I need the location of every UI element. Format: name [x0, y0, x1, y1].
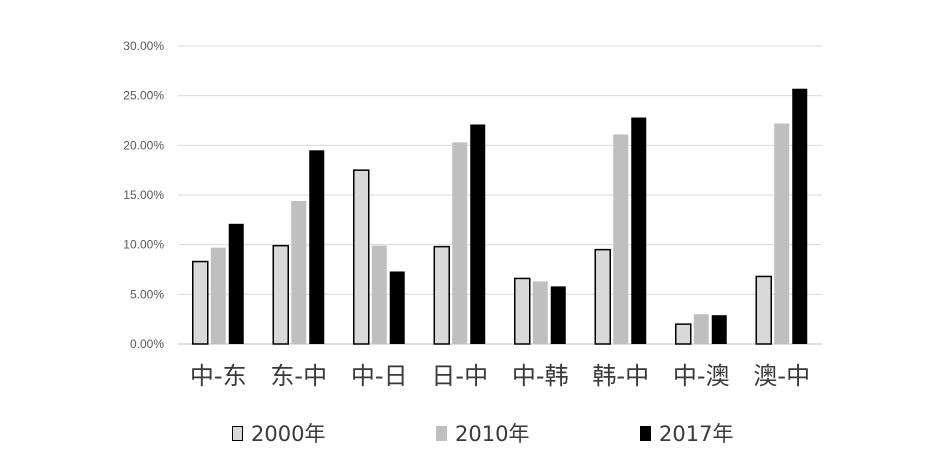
y-tick-label: 15.00% [123, 188, 164, 202]
legend-label-2010: 2010年 [455, 422, 530, 446]
legend-swatch-2000 [232, 425, 243, 441]
bar-2000-5 [594, 248, 611, 345]
legend-swatch-2010 [436, 425, 447, 441]
bar-2000-4 [514, 277, 531, 345]
x-axis-labels: 中-东 东-中 中-日 日-中 中-韩 韩-中 中-澳 澳-中 [190, 362, 810, 390]
bar-2010-4 [532, 281, 548, 344]
y-tick-label: 20.00% [123, 138, 164, 152]
bar-2000-2 [353, 169, 370, 345]
x-category-label: 中-日 [351, 362, 408, 390]
bar-2010-5 [613, 134, 629, 344]
y-tick-label: 10.00% [123, 238, 164, 252]
x-category-label: 中-韩 [512, 362, 569, 390]
x-category-label: 中-澳 [673, 362, 730, 390]
bar-2000-1 [272, 244, 289, 345]
bar-2010-0 [210, 247, 226, 344]
legend: 2000年 2010年 2017年 [0, 418, 926, 448]
bar-2017-1 [309, 150, 325, 344]
bar-2017-3 [470, 124, 486, 345]
bar-2017-7 [792, 88, 808, 344]
x-category-label: 韩-中 [592, 362, 649, 390]
legend-label-2000: 2000年 [251, 422, 326, 446]
legend-swatch-2017 [640, 425, 651, 441]
legend-item-2000: 2000年 [232, 418, 325, 448]
bar-2000-7 [755, 275, 772, 345]
bar-2000-6 [675, 323, 692, 345]
y-tick-label: 25.00% [123, 89, 164, 103]
y-axis-ticks: 0.00% 5.00% 10.00% 15.00% 20.00% 25.00% 30.00% [123, 39, 164, 351]
x-category-label: 中-东 [190, 362, 247, 390]
bar-2000-3 [433, 245, 450, 345]
legend-item-2010: 2010年 [436, 418, 529, 448]
bar-2017-4 [550, 286, 566, 344]
bar-2010-6 [693, 314, 709, 344]
bar-2010-7 [774, 123, 790, 344]
y-tick-label: 30.00% [123, 39, 164, 53]
y-tick-label: 0.00% [130, 337, 164, 351]
bar-2017-2 [389, 271, 405, 344]
bars [192, 88, 808, 345]
x-category-label: 澳-中 [753, 362, 810, 390]
bar-2010-1 [291, 200, 307, 344]
x-category-label: 东-中 [270, 362, 327, 390]
x-category-label: 日-中 [431, 362, 488, 390]
bar-2017-6 [711, 315, 727, 344]
legend-item-2017: 2017年 [640, 418, 733, 448]
bar-2017-5 [631, 117, 647, 345]
legend-label-2017: 2017年 [659, 422, 734, 446]
bar-2017-0 [228, 223, 244, 344]
bar-2010-2 [371, 245, 387, 344]
bar-2000-0 [192, 260, 209, 345]
y-tick-label: 5.00% [130, 287, 164, 301]
bar-2010-3 [452, 142, 468, 344]
